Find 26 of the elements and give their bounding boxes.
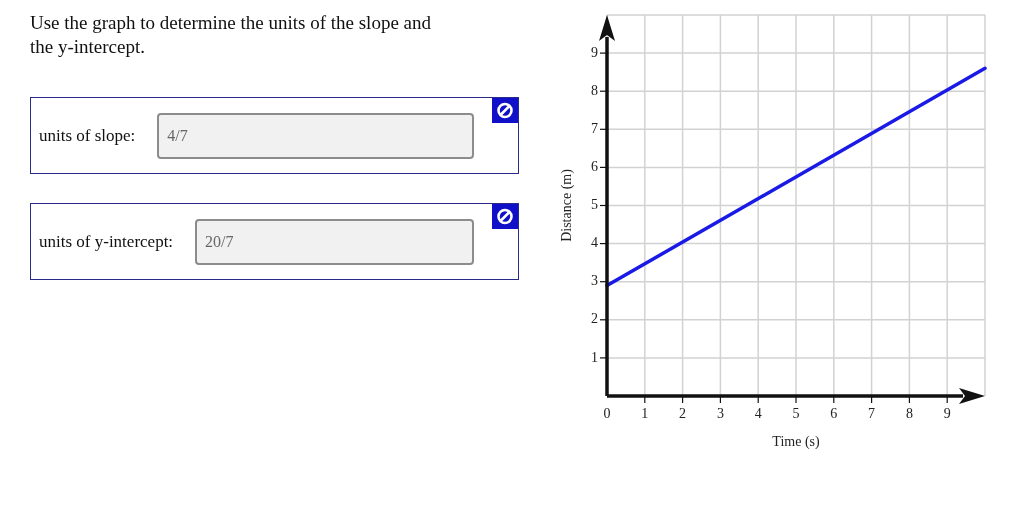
y-tick-label: 5 — [591, 197, 598, 213]
x-tick-label: 3 — [716, 405, 724, 421]
text-field: 4/7 — [157, 112, 474, 159]
y-tick-label: 4 — [591, 235, 598, 251]
y-tick-label: 9 — [591, 44, 598, 60]
x-tick-label: 8 — [905, 405, 913, 421]
text: Use the graph to determine the units of the slope and the y-intercept. — [30, 11, 432, 59]
x-tick-label: 5 — [792, 405, 800, 421]
x-tick-label: 0 — [603, 405, 611, 421]
x-tick-label: 6 — [830, 405, 838, 421]
x-tick-label: 2 — [679, 405, 687, 421]
y-tick-label: 1 — [591, 349, 598, 365]
y-axis-title: Distance (m) — [558, 168, 575, 242]
answer-panel: units of y-intercept: 20/7 — [30, 203, 519, 280]
y-tick-label: 2 — [591, 311, 598, 327]
x-tick-label: 4 — [754, 405, 762, 421]
x-axis-title: Time (s) — [772, 433, 820, 450]
x-tick-label: 9 — [943, 405, 951, 421]
y-tick-label: 6 — [591, 159, 598, 175]
y-tick-label: 3 — [591, 273, 598, 289]
y-tick-label: 7 — [591, 120, 598, 136]
x-tick-label: 7 — [868, 405, 876, 421]
text-field: 20/7 — [195, 218, 474, 265]
y-tick-label: 8 — [591, 82, 598, 98]
answer-panel: units of slope: 4/7 — [30, 97, 519, 174]
x-tick-label: 1 — [641, 405, 649, 421]
